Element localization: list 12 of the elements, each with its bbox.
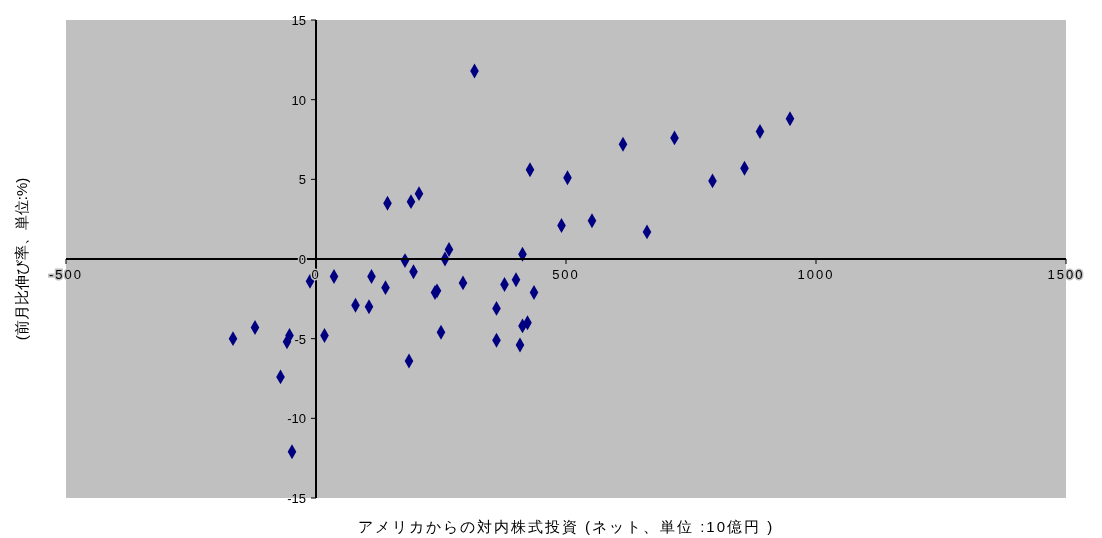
x-tick-label: 1500 <box>1047 267 1085 282</box>
y-tick-label: -10 <box>287 411 306 427</box>
y-tick-label: 10 <box>291 92 306 108</box>
y-tick-label: 15 <box>291 13 306 28</box>
y-tick-label: 5 <box>298 172 306 188</box>
x-tick-label: 500 <box>552 267 580 282</box>
y-tick-label: -5 <box>294 331 306 347</box>
x-tick-label: -500 <box>48 267 84 282</box>
y-axis-title: (前月比伸び率、単位:%) <box>13 177 31 341</box>
y-tick-label: -15 <box>287 491 306 506</box>
x-axis-title: アメリカからの対内株式投資 (ネット、単位 :10億円 ) <box>357 518 775 535</box>
x-tick-label: 1000 <box>797 267 835 282</box>
